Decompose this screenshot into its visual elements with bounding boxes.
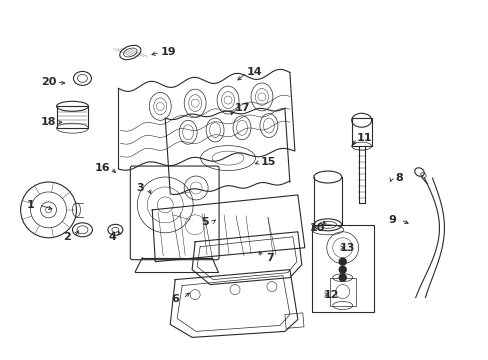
Bar [351, 118, 371, 146]
Text: 15: 15 [260, 157, 275, 167]
Text: 12: 12 [324, 289, 339, 300]
Text: 11: 11 [356, 133, 372, 143]
Bar [57, 106, 88, 128]
Text: 3: 3 [136, 183, 144, 193]
Text: 13: 13 [339, 243, 355, 253]
Text: 20: 20 [41, 77, 56, 87]
Text: 19: 19 [160, 48, 176, 58]
Text: 7: 7 [265, 253, 273, 263]
Circle shape [339, 258, 346, 265]
Bar [311, 225, 373, 312]
Circle shape [339, 274, 346, 281]
Text: 1: 1 [27, 200, 35, 210]
Text: 4: 4 [108, 232, 116, 242]
Bar [329, 278, 355, 306]
Text: 6: 6 [171, 293, 179, 303]
Text: 14: 14 [246, 67, 262, 77]
Text: 5: 5 [201, 217, 208, 227]
Text: 2: 2 [62, 232, 70, 242]
Circle shape [339, 266, 346, 273]
Bar [285, 313, 304, 328]
Text: 9: 9 [388, 215, 396, 225]
Text: 16: 16 [94, 163, 110, 173]
Text: 18: 18 [41, 117, 56, 127]
Text: 17: 17 [234, 103, 249, 113]
Text: 10: 10 [309, 223, 325, 233]
Text: 8: 8 [395, 173, 403, 183]
